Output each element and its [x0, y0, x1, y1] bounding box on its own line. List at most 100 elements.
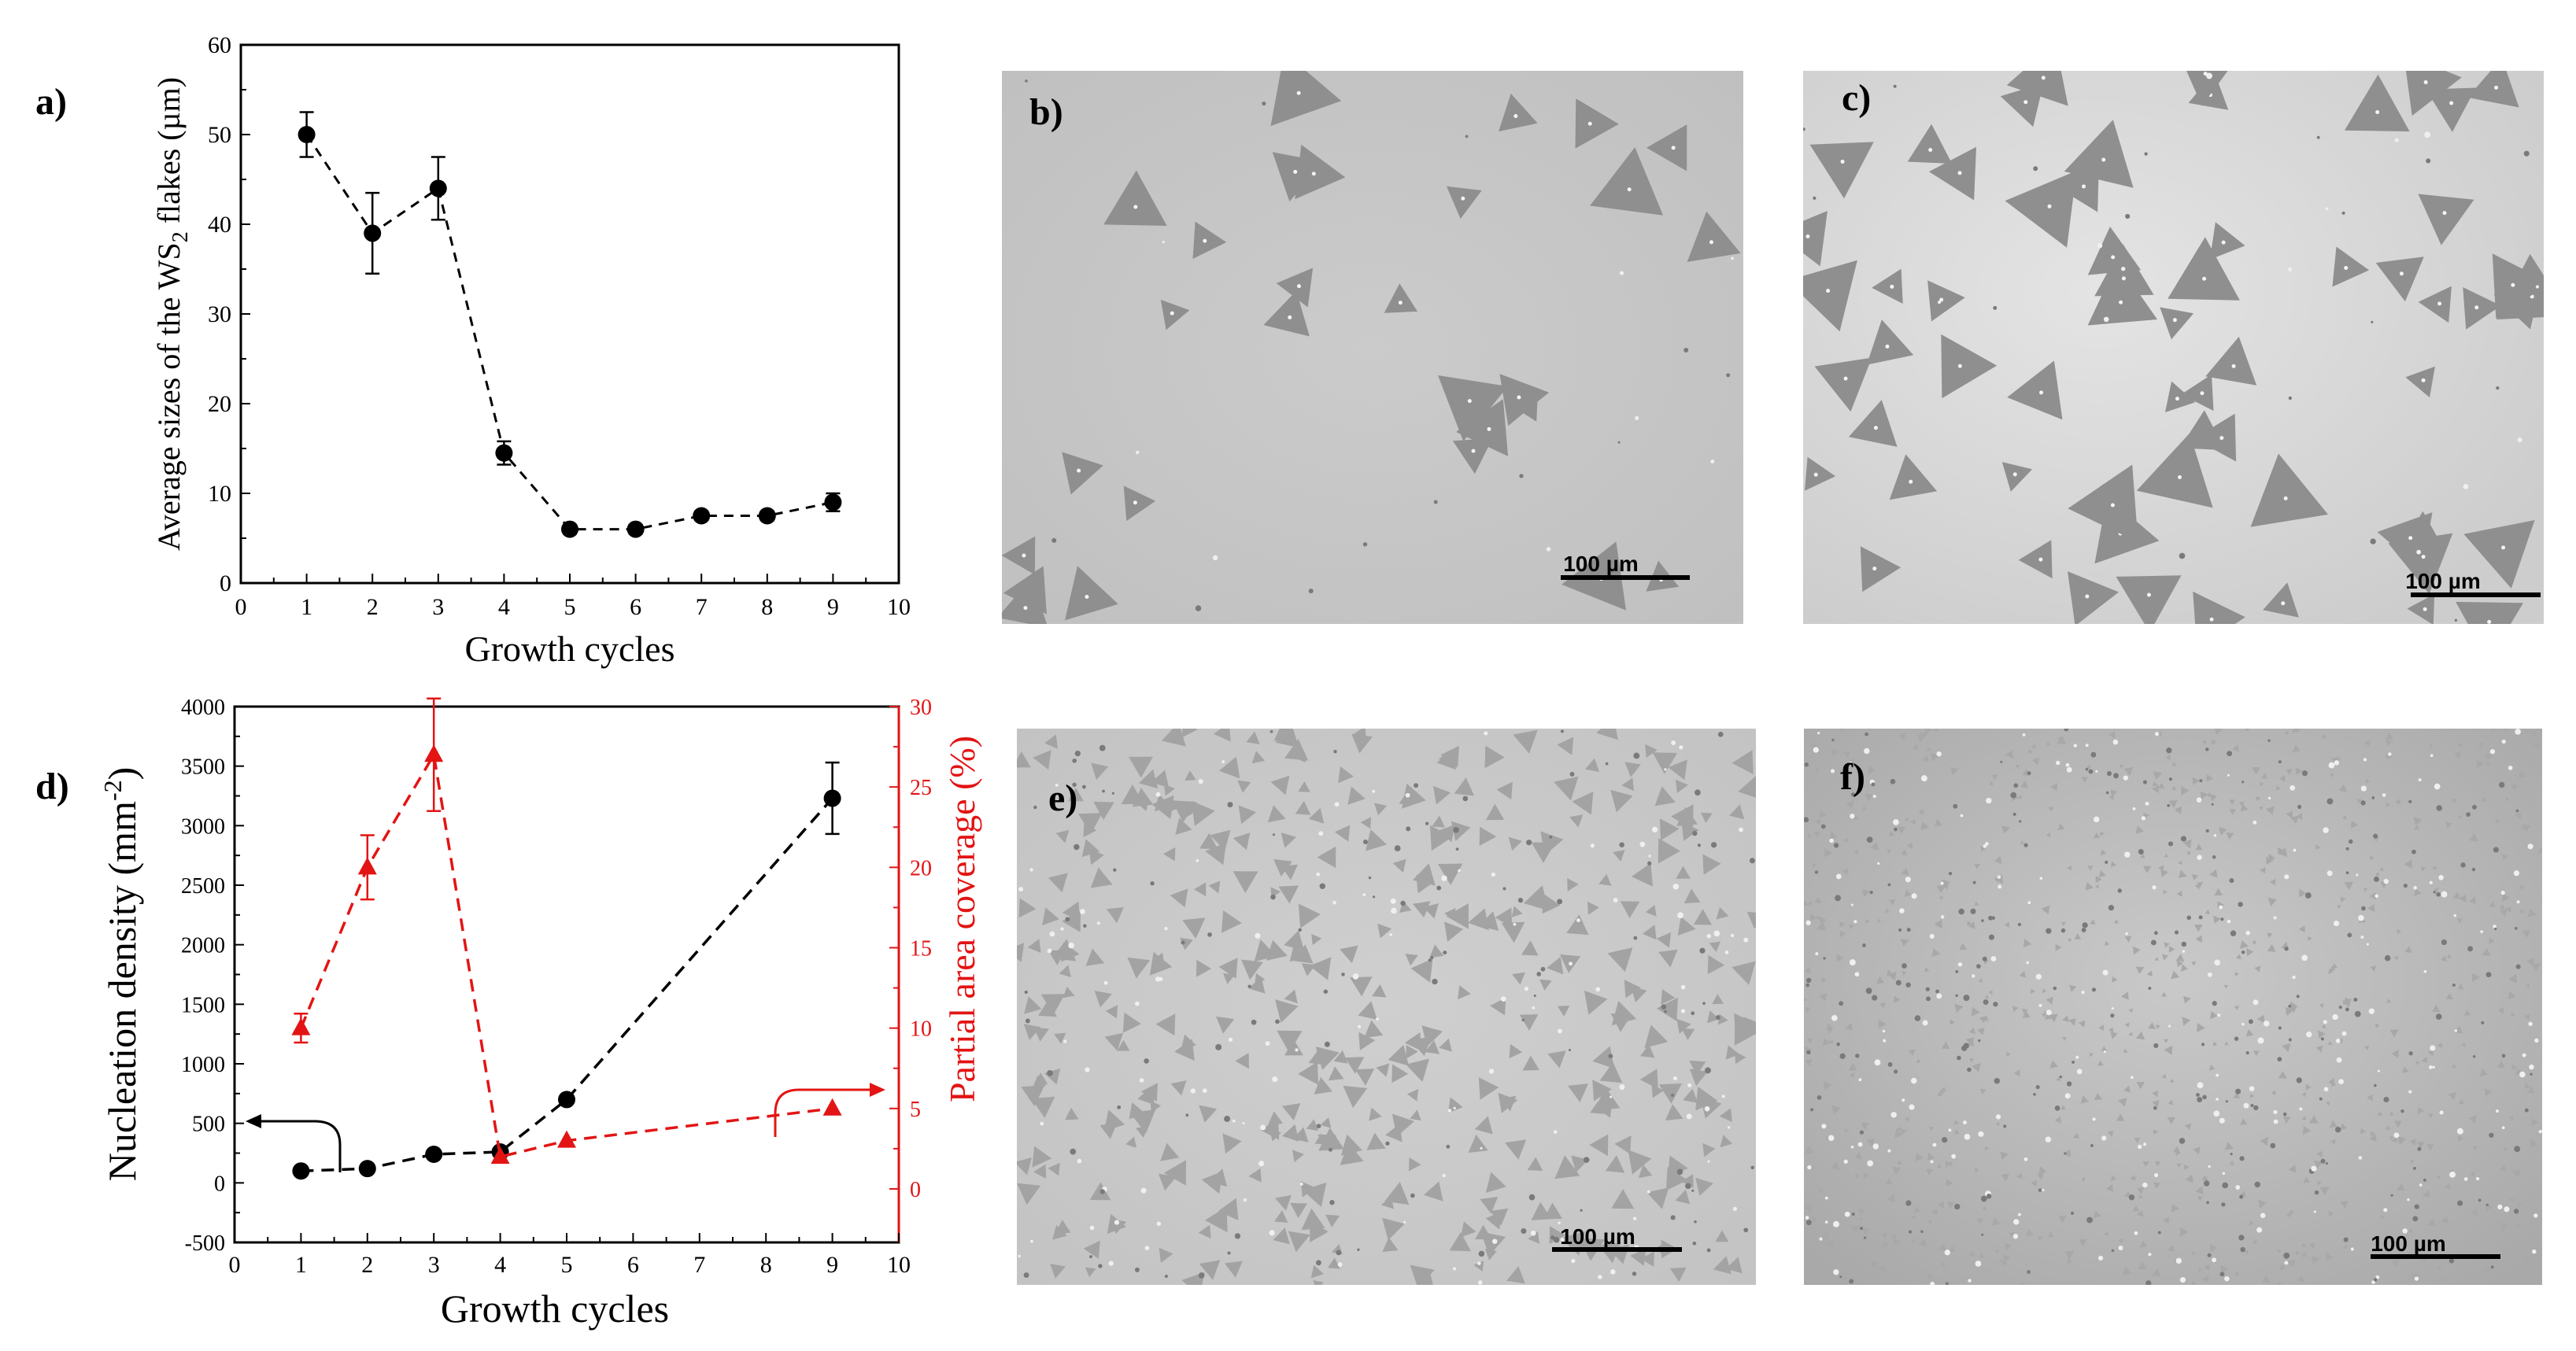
surface-particle [1807, 1165, 1812, 1170]
surface-particle [1633, 1216, 1637, 1220]
surface-particle [2500, 890, 2505, 895]
nucleation-point [2474, 305, 2479, 310]
ws2-flake [2256, 1014, 2264, 1024]
ws2-flake [2130, 1175, 2136, 1181]
ws2-flake [1807, 901, 1813, 906]
ws2-flake [1934, 818, 1942, 827]
surface-particle [1941, 915, 1945, 919]
surface-particle [2435, 1013, 2442, 1020]
ws2-flake [2463, 520, 2535, 589]
surface-particle [2314, 1190, 2319, 1195]
surface-particle [2338, 1006, 2342, 1010]
surface-particle [1595, 987, 1601, 992]
surface-particle [1524, 987, 1529, 991]
ws2-flake [2116, 575, 2182, 624]
ws2-flake [2175, 1150, 2181, 1156]
surface-particle [2035, 1084, 2040, 1090]
surface-particle [2253, 999, 2259, 1006]
ws2-flake [2531, 730, 2537, 736]
ws2-flake [2404, 946, 2412, 953]
chart-a-ylabel-post: flakes (µm) [151, 77, 187, 231]
surface-particle [1159, 976, 1163, 981]
ws2-flake [2393, 956, 2399, 961]
surface-particle [2524, 1108, 2529, 1113]
surface-particle [2053, 986, 2057, 991]
ws2-flake [2214, 888, 2223, 895]
ws2-flake [2417, 1106, 2425, 1115]
ws2-flake [2395, 798, 2401, 804]
ws2-flake [2140, 853, 2145, 858]
surface-particle [1299, 1182, 1303, 1186]
ws2-flake [1284, 989, 1298, 1004]
surface-particle [2341, 211, 2345, 215]
ws2-flake [1432, 815, 1446, 828]
surface-particle [2358, 1156, 2363, 1160]
ws2-flake [1877, 1264, 1886, 1273]
ws2-flake [1914, 1206, 1921, 1213]
ws2-flake [1974, 863, 1980, 869]
ws2-flake [2119, 764, 2124, 769]
ws2-flake [1198, 1224, 1211, 1239]
ws2-flake [1878, 1019, 1887, 1029]
nucleation-point [2375, 109, 2380, 114]
ws2-flake [2067, 938, 2072, 943]
ws2-flake [2292, 744, 2301, 753]
surface-particle [2227, 919, 2231, 924]
ws2-flake [2118, 1098, 2127, 1107]
nucleation-point [1909, 479, 1913, 484]
ws2-flake [1121, 784, 1144, 804]
surface-particle [2090, 1144, 2094, 1147]
ws2-flake [1308, 807, 1325, 824]
ws2-flake [1333, 1050, 1348, 1064]
surface-particle [1316, 872, 1321, 877]
ws2-flake [2537, 847, 2542, 853]
surface-particle [1055, 784, 1059, 787]
ws2-flake [1865, 794, 1873, 802]
surface-particle [2514, 1146, 2521, 1153]
surface-particle [2141, 816, 2146, 821]
ws2-flake [2260, 781, 2264, 787]
nucleation-point [1296, 90, 1301, 95]
surface-particle [2103, 316, 2109, 323]
nucleation-point [2437, 301, 2442, 306]
ws2-flake [1151, 952, 1165, 966]
ws2-flake [2277, 1249, 2282, 1254]
ws2-flake [2481, 796, 2487, 803]
ws2-flake [2055, 943, 2062, 951]
ws2-flake [1831, 1105, 1841, 1115]
surface-particle [1976, 964, 1981, 969]
ws2-flake [2171, 1203, 2179, 1213]
ws2-flake [1592, 1046, 1615, 1069]
ws2-flake [2128, 1032, 2133, 1036]
surface-particle [1713, 930, 1720, 937]
nucleation-point [1133, 500, 1137, 505]
ws2-flake [1916, 1058, 1921, 1063]
surface-particle [2472, 804, 2477, 810]
surface-particle [1957, 962, 1963, 967]
surface-particle [2023, 843, 2028, 847]
surface-particle [2066, 766, 2072, 773]
surface-particle [2110, 1013, 2115, 1018]
ws2-flake [1340, 945, 1358, 964]
ws2-flake [1815, 915, 1820, 921]
surface-particle [2293, 848, 2297, 852]
ws2-flake [2369, 892, 2376, 900]
ws2-flake [2296, 813, 2303, 820]
surface-particle [1074, 843, 1080, 851]
surface-particle [1341, 973, 1345, 976]
surface-particle [1098, 1264, 1103, 1268]
ws2-flake [1275, 999, 1299, 1023]
ws2-flake [2161, 954, 2169, 961]
ws2-flake [1945, 1161, 1952, 1168]
surface-particle [2350, 1247, 2354, 1251]
ws2-flake [1347, 786, 1366, 805]
ws2-flake [2172, 786, 2177, 791]
ws2-flake [2236, 954, 2242, 960]
ws2-flake [2191, 874, 2199, 881]
surface-particle [1692, 1241, 1697, 1246]
ws2-flake [2176, 960, 2183, 968]
ws2-flake [2062, 1037, 2067, 1041]
surface-particle [1647, 861, 1652, 866]
ws2-flake [1181, 729, 1198, 738]
ws2-flake [2018, 540, 2053, 579]
